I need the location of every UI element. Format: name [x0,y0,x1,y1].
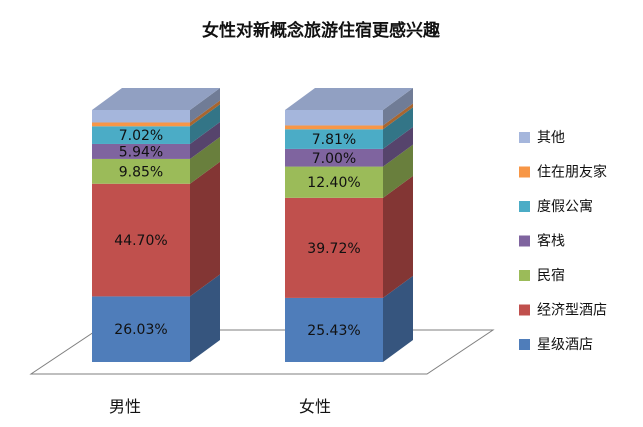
bar-male: 26.03% 44.70% 9.85% 5.94%7.02% [92,88,220,362]
bar-segment-1-1-side [383,175,413,298]
legend-swatch-6 [519,339,530,350]
bar-segment-1-6-top [285,88,413,110]
bar-segment-1-6-side [383,88,413,126]
data-label-0-3: 5.94% [119,144,163,160]
legend-label-3: 客栈 [537,233,565,250]
bar-segment-1-2-side [383,144,413,198]
legend-label-0: 其他 [537,130,565,146]
data-label-1-0: 25.43% [307,323,360,339]
legend-label-1: 住在朋友家 [537,164,607,181]
bar-segment-1-3-side [383,126,413,167]
bar-segment-0-6-top [92,88,220,110]
data-label-0-1: 44.70% [114,233,167,249]
chart-title: 女性对新概念旅游住宿更感兴趣 [202,20,441,41]
legend-swatch-1 [519,166,530,178]
bar-segment-0-2-side [190,136,220,184]
bar-female: 25.43% 39.72% 12.40% 7.00% 7.81% [285,88,413,362]
bar-segment-0-2 [92,158,190,184]
legend-swatch-4 [519,270,530,281]
bar-segment-1-2 [285,166,383,198]
bar-segment-0-0 [92,296,190,362]
bar-segment-1-3 [285,148,383,167]
bar-segment-0-6-side [190,88,220,123]
bar-segment-0-3 [92,143,190,159]
legend-label-4: 民宿 [537,267,565,284]
bar-segment-1-4 [285,129,383,149]
bar-segment-0-0-side [190,274,220,362]
bar-segment-1-0 [285,297,383,362]
bar-segment-1-0-side [383,275,413,362]
data-label-1-3: 7.00% [312,151,356,167]
data-label-1-1: 39.72% [307,241,360,257]
legend-swatch-0 [519,132,530,143]
bar-segment-1-4-side [383,107,413,149]
legend-swatch-3 [519,235,530,247]
bar-segment-0-1-side [190,161,220,297]
legend-swatch-5 [519,304,530,316]
legend-swatch-2 [519,201,530,212]
data-label-0-2: 9.85% [119,164,163,180]
bar-segment-0-1 [92,183,190,297]
category-labels: 男性 女性 [109,397,331,416]
bar-segment-0-4 [92,126,190,144]
legend-label-5: 经济型酒店 [537,303,607,319]
bar-segment-1-5 [285,125,383,130]
bar-segment-1-5-side [383,103,413,130]
bar-segment-0-5 [92,122,190,127]
legend-label-2: 度假公寓 [537,198,593,215]
data-label-0-0: 26.03% [114,322,167,338]
bar-segment-0-5-side [190,100,220,127]
data-label-1-2: 12.40% [307,175,360,191]
category-label-1: 女性 [299,397,331,416]
data-label-1-4: 7.81% [312,132,356,148]
data-label-0-4: 7.02% [119,128,163,144]
legend-label-6: 星级酒店 [537,337,593,353]
bar-segment-1-1 [285,197,383,298]
bar-segment-0-3-side [190,121,220,159]
category-label-0: 男性 [109,397,141,416]
bar-segment-1-6 [285,110,383,126]
bar-segment-0-6 [92,110,190,123]
bars-group: 26.03% 44.70% 9.85% 5.94%7.02% 25.43% 39.72% 1… [92,88,413,362]
bar-segment-0-4-side [190,104,220,144]
